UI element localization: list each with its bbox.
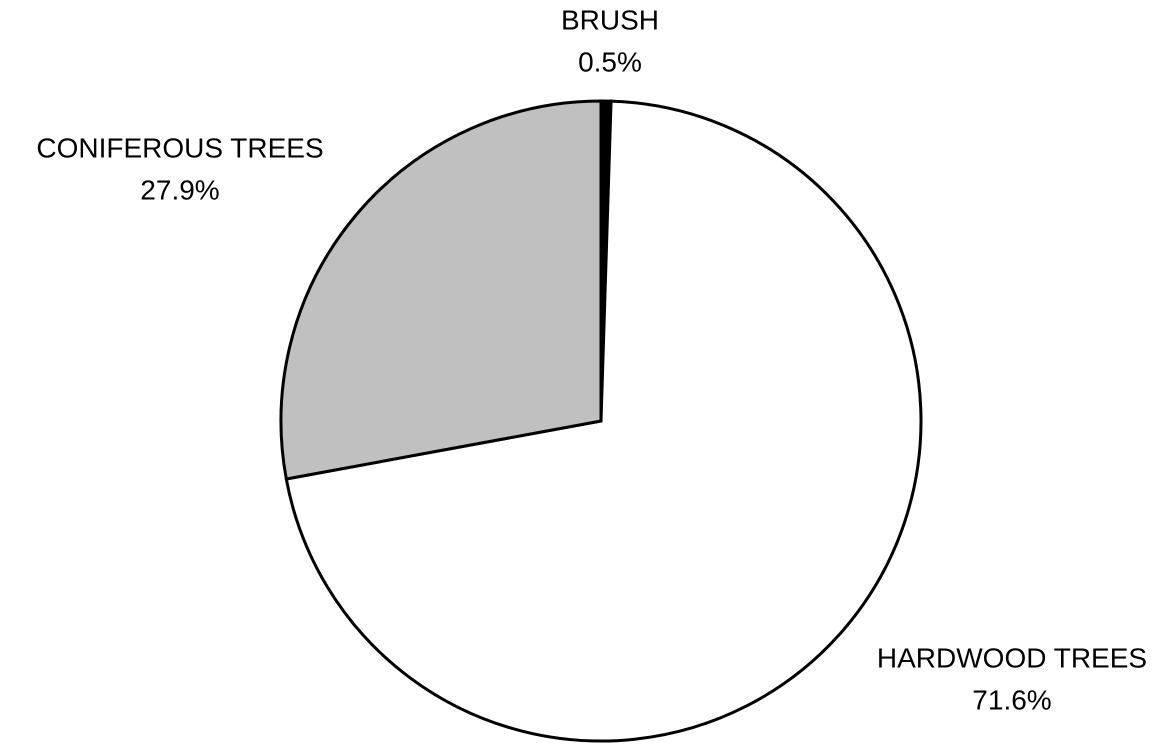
pie-slice <box>279 99 603 481</box>
slice-value-label: 27.9% <box>140 174 219 205</box>
slice-label: HARDWOOD TREES <box>877 642 1147 673</box>
slice-label: CONIFEROUS TREES <box>36 132 323 163</box>
slice-label: BRUSH <box>561 4 659 35</box>
slice-value-label: 0.5% <box>578 46 642 77</box>
slice-value-label: 71.6% <box>972 684 1051 715</box>
pie-slice <box>284 99 923 743</box>
